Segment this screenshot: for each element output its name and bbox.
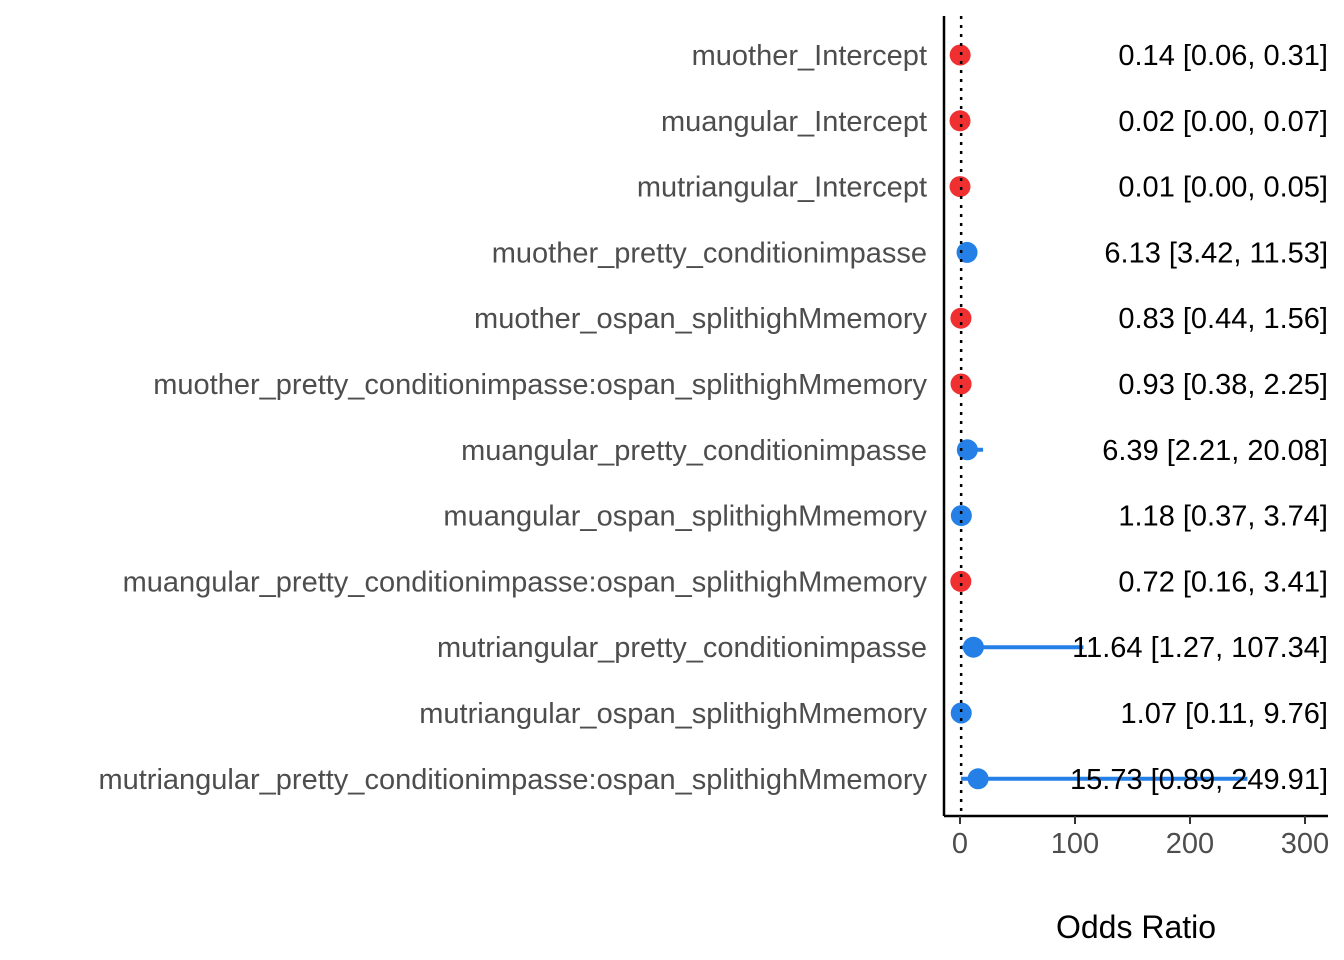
value-label: 11.64 [1.27, 107.34] <box>1072 632 1328 664</box>
term-label: mutriangular_pretty_conditionimpasse:osp… <box>98 764 927 796</box>
term-label: mutriangular_Intercept <box>637 172 927 204</box>
term-label: muangular_Intercept <box>661 106 927 138</box>
estimate-point <box>950 702 972 724</box>
estimate-point <box>967 768 989 790</box>
forest-row: mutriangular_pretty_conditionimpasse:osp… <box>98 764 1328 796</box>
value-label: 0.01 [0.00, 0.05] <box>1118 172 1328 204</box>
forest-row: mutriangular_pretty_conditionimpasse 11.6… <box>437 632 1328 664</box>
x-tick-label: 100 <box>1051 828 1099 860</box>
forest-row: mutriangular_ospan_splithighMmemory 1.07 … <box>419 698 1328 730</box>
estimate-point <box>956 439 978 461</box>
forest-row: muother_Intercept 0.14 [0.06, 0.31] <box>692 40 1328 72</box>
forest-row: muother_pretty_conditionimpasse:ospan_sp… <box>153 369 1328 401</box>
forest-row: muangular_pretty_conditionimpasse 6.39 [2… <box>461 435 1328 467</box>
term-label: muother_pretty_conditionimpasse:ospan_sp… <box>153 369 927 401</box>
x-axis-ticks: 0 100 200 300 <box>952 816 1329 860</box>
estimate-point <box>950 570 972 592</box>
forest-row: muangular_pretty_conditionimpasse:ospan_… <box>123 566 1328 598</box>
x-axis-title: Odds Ratio <box>1056 909 1216 945</box>
term-label: muother_pretty_conditionimpasse <box>492 237 927 269</box>
term-label: muother_ospan_splithighMmemory <box>474 303 927 335</box>
forest-row: muother_pretty_conditionimpasse 6.13 [3.4… <box>492 237 1328 269</box>
forest-row: muangular_Intercept 0.02 [0.00, 0.07] <box>661 106 1328 138</box>
estimate-point <box>950 307 972 329</box>
value-label: 6.13 [3.42, 11.53] <box>1104 237 1328 269</box>
value-label: 15.73 [0.89, 249.91] <box>1070 764 1328 796</box>
estimate-point <box>950 373 972 395</box>
estimate-point <box>950 505 972 527</box>
estimate-point <box>949 176 971 198</box>
value-label: 0.83 [0.44, 1.56] <box>1118 303 1328 335</box>
value-label: 0.14 [0.06, 0.31] <box>1118 40 1328 72</box>
estimate-point <box>949 110 971 132</box>
value-label: 1.07 [0.11, 9.76] <box>1121 698 1328 730</box>
x-tick-label: 300 <box>1281 828 1329 860</box>
term-label: mutriangular_pretty_conditionimpasse <box>437 632 927 664</box>
forest-row: muangular_ospan_splithighMmemory 1.18 [0.… <box>443 501 1328 533</box>
term-label: muangular_pretty_conditionimpasse <box>461 435 927 467</box>
term-label: muangular_pretty_conditionimpasse:ospan_… <box>123 566 928 598</box>
value-label: 6.39 [2.21, 20.08] <box>1102 435 1328 467</box>
value-label: 0.72 [0.16, 3.41] <box>1118 566 1328 598</box>
estimate-point <box>956 241 978 263</box>
estimate-point <box>962 636 984 658</box>
term-label: muother_Intercept <box>692 40 927 72</box>
value-label: 0.93 [0.38, 2.25] <box>1118 369 1328 401</box>
value-label: 0.02 [0.00, 0.07] <box>1118 106 1328 138</box>
forest-row: muother_ospan_splithighMmemory 0.83 [0.44… <box>474 303 1328 335</box>
term-label: mutriangular_ospan_splithighMmemory <box>419 698 927 730</box>
term-label: muangular_ospan_splithighMmemory <box>443 501 927 533</box>
value-label: 1.18 [0.37, 3.74] <box>1118 501 1328 533</box>
rows-layer: muother_Intercept 0.14 [0.06, 0.31] muangu… <box>98 40 1328 796</box>
forest-row: mutriangular_Intercept 0.01 [0.00, 0.05] <box>637 172 1328 204</box>
x-tick-label: 200 <box>1166 828 1214 860</box>
x-tick-label: 0 <box>952 828 968 860</box>
